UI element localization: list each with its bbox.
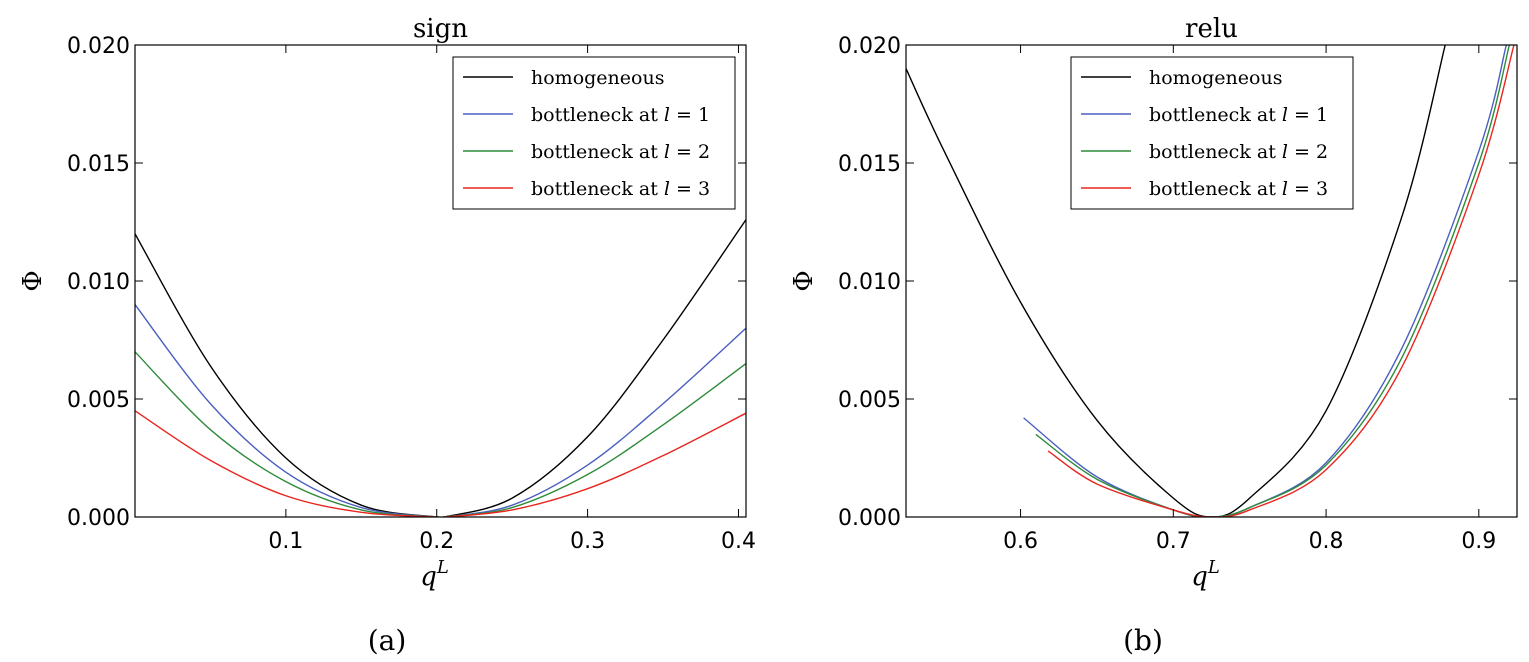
series-line-homogeneous <box>135 219 746 517</box>
x-tick-label: 0.1 <box>268 529 303 554</box>
legend: homogeneous bottleneck at l = 1 bottleneck… <box>452 56 736 210</box>
series-line-bottleneck-l2 <box>135 351 746 517</box>
chart-title: sign <box>413 14 468 44</box>
panel-caption: (b) <box>1123 624 1163 657</box>
series-group <box>135 219 746 517</box>
legend-entry: bottleneck at l = 3 <box>1149 178 1328 200</box>
legend-box <box>452 56 736 210</box>
x-tick-label: 0.9 <box>1461 529 1496 554</box>
y-tick-label: 0.000 <box>67 506 130 531</box>
legend-entry: bottleneck at l = 1 <box>531 104 710 126</box>
y-axis-label: Φ <box>18 270 48 291</box>
y-tick-label: 0.010 <box>67 270 130 295</box>
legend-entry: bottleneck at l = 2 <box>1149 141 1328 163</box>
chart-title: relu <box>1185 14 1238 44</box>
y-tick-label: 0.005 <box>838 388 901 413</box>
y-tick-label: 0.010 <box>838 270 901 295</box>
chart-panel-relu: 0.6 0.7 0.8 0.9 0.000 0.005 0.010 0.015 0.020 rel… <box>789 14 1518 657</box>
y-tick-label: 0.015 <box>838 152 901 177</box>
legend-entry: bottleneck at l = 3 <box>531 178 710 200</box>
x-tick-label: 0.2 <box>419 529 454 554</box>
legend-entry: bottleneck at l = 2 <box>531 141 710 163</box>
series-group <box>906 45 1515 517</box>
x-tick-label: 0.8 <box>1309 529 1344 554</box>
series-line-bottleneck-l3 <box>135 410 746 517</box>
legend-entry: bottleneck at l = 1 <box>1149 104 1328 126</box>
chart-panel-sign: 0.1 0.2 0.3 0.4 0.000 0.005 0.010 0.015 0.020 sig… <box>18 14 756 657</box>
x-tick-label: 0.7 <box>1156 529 1191 554</box>
y-tick-label: 0.020 <box>67 34 130 59</box>
series-line-bottleneck-l2 <box>1035 45 1511 517</box>
y-tick-label: 0.015 <box>67 152 130 177</box>
series-line-bottleneck-l1 <box>135 304 746 517</box>
legend-box <box>1070 56 1354 210</box>
panel-caption: (a) <box>368 624 407 657</box>
x-axis-label: qL <box>420 557 449 592</box>
y-tick-label: 0.000 <box>838 506 901 531</box>
legend-entry: homogeneous <box>531 67 664 89</box>
series-line-bottleneck-l3 <box>1047 45 1515 517</box>
y-tick-label: 0.005 <box>67 388 130 413</box>
y-axis-label: Φ <box>789 270 819 291</box>
y-tick-label: 0.020 <box>838 34 901 59</box>
x-axis-label: qL <box>1191 557 1220 592</box>
legend-entry: homogeneous <box>1149 67 1282 89</box>
x-tick-label: 0.4 <box>721 529 756 554</box>
x-tick-label: 0.6 <box>1003 529 1038 554</box>
legend: homogeneous bottleneck at l = 1 bottleneck… <box>1070 56 1354 210</box>
series-line-homogeneous <box>906 45 1446 517</box>
x-tick-label: 0.3 <box>570 529 605 554</box>
